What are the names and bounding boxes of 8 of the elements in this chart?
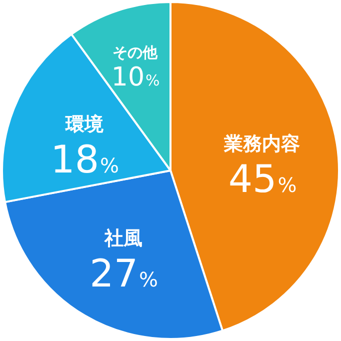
slice-label: 社風 [103,227,142,250]
data-label: 27% [90,251,158,296]
data-label: 10% [111,62,160,93]
data-label: 18% [50,137,120,182]
slice-label: 環境 [64,113,104,136]
slice-label: その他 [112,44,159,62]
data-label: 45% [228,157,297,201]
slice-label: 業務内容 [223,133,300,155]
